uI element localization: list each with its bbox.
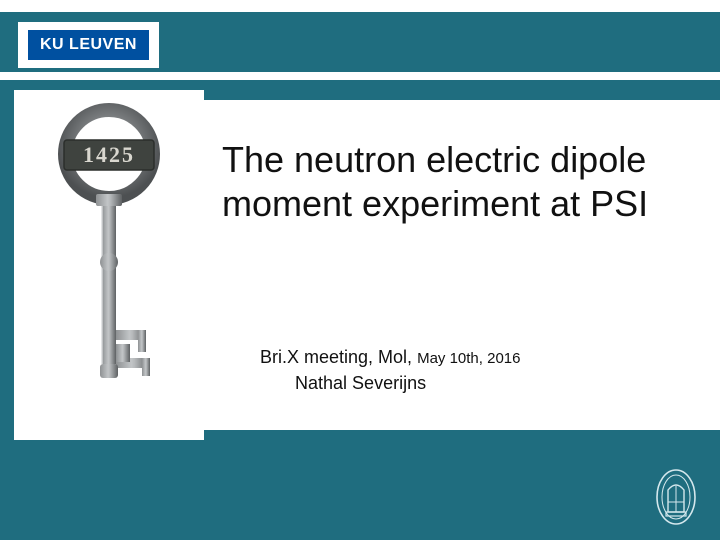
university-logo: KU LEUVEN <box>18 22 159 68</box>
title-panel: The neutron electric dipole moment exper… <box>200 100 720 430</box>
meeting-name: Bri.X meeting, Mol, <box>260 347 412 367</box>
meeting-date: May 10th, 2016 <box>417 350 520 367</box>
university-emblem-icon <box>654 468 698 526</box>
author-name: Nathal Severijns <box>295 373 426 393</box>
key-icon: 1425 <box>34 90 184 420</box>
svg-text:1425: 1425 <box>83 142 135 167</box>
presentation-title: The neutron electric dipole moment exper… <box>222 138 688 226</box>
logo-text: KU LEUVEN <box>28 30 149 60</box>
presentation-meta: Bri.X meeting, Mol, May 10th, 2016 Natha… <box>260 344 520 396</box>
key-illustration: 1425 <box>14 90 204 440</box>
